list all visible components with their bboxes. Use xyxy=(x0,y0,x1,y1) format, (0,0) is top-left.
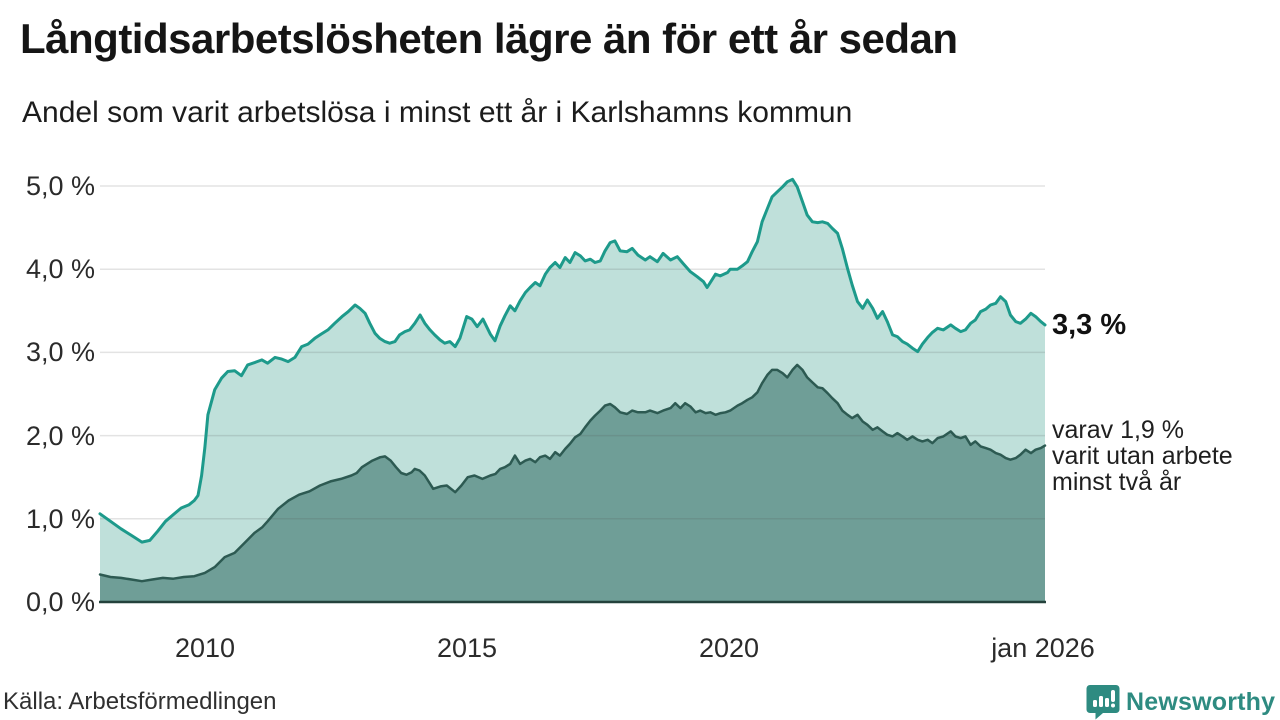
annotation-breakdown: varav 1,9 % varit utan arbete minst två … xyxy=(1052,417,1233,495)
area-fill-series-2 xyxy=(100,364,1045,602)
y-axis-label: 3,0 % xyxy=(25,337,95,367)
source-label: Källa: Arbetsförmedlingen xyxy=(3,688,277,715)
newsworthy-bubble-chart-icon xyxy=(1086,684,1120,720)
x-axis-label: 2015 xyxy=(436,633,498,663)
x-axis-label: 2010 xyxy=(174,633,236,663)
brand-logo: Newsworthy xyxy=(1086,684,1275,720)
y-axis-label: 4,0 % xyxy=(25,254,95,284)
y-axis-label: 0,0 % xyxy=(25,587,95,617)
y-axis-label: 5,0 % xyxy=(25,171,95,201)
annotation-breakdown-line: varav 1,9 % xyxy=(1052,416,1185,444)
brand-name: Newsworthy xyxy=(1126,687,1276,716)
page-subtitle: Andel som varit arbetslösa i minst ett å… xyxy=(22,96,853,129)
annotation-breakdown-line: varit utan arbete xyxy=(1052,442,1233,470)
bar-small xyxy=(1093,700,1097,707)
line-series-1 xyxy=(98,177,1047,544)
page-title: Långtidsarbetslösheten lägre än för ett … xyxy=(20,15,958,62)
x-axis-label: 2020 xyxy=(698,633,760,663)
exclamation-bar xyxy=(1111,690,1115,702)
exclamation-dot xyxy=(1111,703,1115,708)
y-axis-label: 2,0 % xyxy=(25,421,95,451)
y-axis-label: 1,0 % xyxy=(25,504,95,534)
bar-large xyxy=(1105,698,1109,707)
line-series-2 xyxy=(98,363,1047,583)
bar-medium xyxy=(1099,696,1103,707)
annotation-latest-value: 3,3 % xyxy=(1052,309,1127,341)
annotation-breakdown-line: minst två år xyxy=(1052,468,1182,496)
x-axis-label: jan 2026 xyxy=(991,633,1095,663)
